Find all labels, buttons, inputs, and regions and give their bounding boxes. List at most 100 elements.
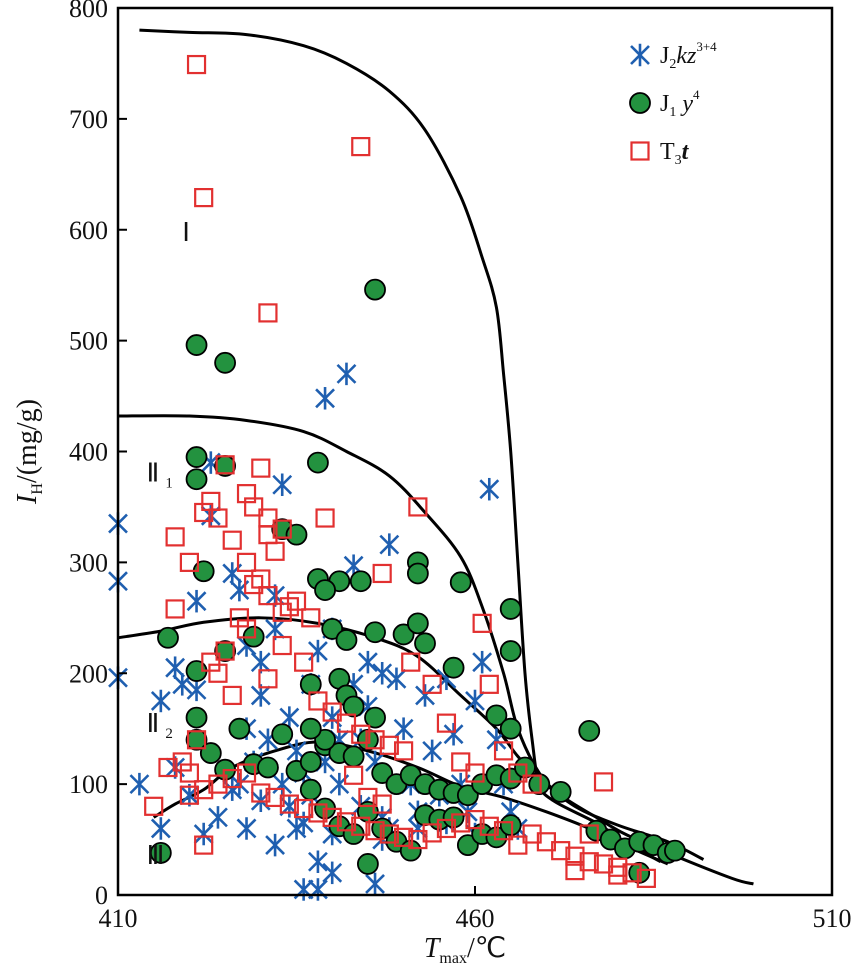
- point-square-61: [194, 780, 214, 800]
- point-square-38: [272, 635, 292, 656]
- point-circle-26: [364, 621, 386, 644]
- point-circle-82: [578, 720, 601, 742]
- point-square-37: [258, 669, 278, 689]
- point-circle-48: [356, 728, 379, 751]
- point-square-30: [165, 527, 185, 547]
- point-circle-28: [406, 612, 429, 635]
- point-square-48: [422, 674, 442, 694]
- x-tick-label-510: 510: [813, 904, 852, 933]
- point-square-78: [436, 818, 457, 839]
- point-square-28: [179, 552, 199, 572]
- region-label-0: Ⅰ: [182, 218, 190, 247]
- legend-item-1: J1 y4: [629, 87, 700, 120]
- legend-label-0: J2kz3+4: [660, 39, 717, 72]
- point-circle-39: [228, 717, 251, 740]
- point-square-19: [258, 586, 278, 606]
- x-axis-title-main: T: [424, 933, 442, 964]
- point-circle-79: [299, 717, 322, 740]
- point-square-20: [272, 602, 292, 622]
- point-square-65: [251, 783, 271, 803]
- point-square-7: [244, 497, 264, 517]
- point-square-50: [451, 752, 471, 772]
- y-tick-label-400: 400: [69, 438, 108, 467]
- point-asterisk-4: [150, 689, 171, 713]
- point-circle-71: [442, 806, 465, 829]
- y-tick-label-0: 0: [95, 881, 108, 910]
- point-square-6: [236, 484, 257, 504]
- point-circle-4: [185, 468, 208, 491]
- point-square-71: [336, 812, 357, 832]
- legend-label-main: J: [660, 91, 669, 117]
- region-label-main: Ⅲ: [147, 841, 165, 870]
- point-square-63: [222, 768, 242, 789]
- legend-label-main: J: [660, 43, 669, 69]
- point-circle-60: [528, 773, 551, 796]
- point-circle-36: [364, 706, 386, 729]
- point-circle-80: [356, 853, 379, 875]
- point-square-52: [479, 674, 499, 694]
- point-square-3: [258, 303, 278, 323]
- series-square: [144, 54, 656, 888]
- boundary-curve-I-II1: [139, 28, 662, 864]
- x-axis-title-unit: /℃: [467, 933, 506, 964]
- point-square-35: [229, 608, 249, 628]
- point-square-45: [379, 735, 399, 755]
- point-square-56: [186, 730, 207, 750]
- point-square-47: [401, 652, 421, 672]
- point-circle-29: [414, 632, 436, 655]
- point-circle-76: [485, 704, 508, 727]
- point-circle-41: [257, 756, 279, 779]
- region-label-main: Ⅱ: [147, 709, 160, 738]
- point-square-9: [272, 519, 292, 539]
- point-square-33: [215, 641, 235, 661]
- point-square-25: [372, 563, 392, 584]
- point-square-26: [408, 497, 428, 517]
- boundary-curve-II2-III-upper: [117, 616, 705, 861]
- point-asterisk-70: [365, 872, 385, 896]
- legend-label-italic: t: [682, 139, 690, 165]
- point-circle-91: [664, 839, 686, 862]
- point-square-53: [493, 741, 514, 761]
- point-circle-47: [342, 745, 365, 768]
- y-tick-label-500: 500: [69, 327, 108, 356]
- point-square-11: [265, 541, 285, 561]
- legend-item-0: J2kz3+4: [630, 39, 717, 72]
- point-square-14: [208, 508, 228, 528]
- x-tick-label-460: 460: [456, 904, 495, 933]
- point-square-75: [394, 827, 414, 847]
- point-circle-49: [371, 762, 394, 784]
- point-square-17: [244, 574, 264, 595]
- point-asterisk-8: [186, 589, 207, 613]
- point-circle-8: [285, 523, 308, 546]
- point-square-86: [551, 841, 571, 861]
- point-square-2: [351, 136, 371, 157]
- point-square-4: [215, 455, 235, 475]
- point-square-21: [279, 597, 299, 617]
- region-label-sub: 2: [165, 726, 173, 742]
- point-square-83: [508, 835, 528, 855]
- point-square-98: [179, 763, 199, 783]
- legend-marker-square: [630, 141, 650, 161]
- point-square-29: [165, 599, 185, 619]
- point-square-67: [279, 794, 299, 814]
- point-asterisk-50: [479, 477, 500, 501]
- point-asterisk-56: [308, 850, 328, 873]
- point-circle-44: [299, 751, 322, 773]
- point-square-39: [294, 652, 314, 672]
- point-square-62: [208, 774, 228, 794]
- point-asterisk-81: [357, 650, 378, 674]
- y-tick-label-700: 700: [69, 105, 108, 134]
- point-square-69: [308, 803, 328, 823]
- axis-ticks: 0 100 200 300 400 500 600 700 800 410 460 510: [69, 0, 852, 933]
- data-points: [108, 54, 686, 901]
- x-tick-label-410: 410: [99, 904, 138, 933]
- point-square-91: [622, 863, 642, 883]
- point-square-101: [372, 794, 392, 814]
- region-label-main: Ⅰ: [182, 218, 190, 247]
- point-asterisk-63: [208, 806, 228, 829]
- point-asterisk-3: [129, 772, 150, 796]
- point-square-79: [451, 813, 471, 833]
- point-asterisk-42: [422, 739, 443, 763]
